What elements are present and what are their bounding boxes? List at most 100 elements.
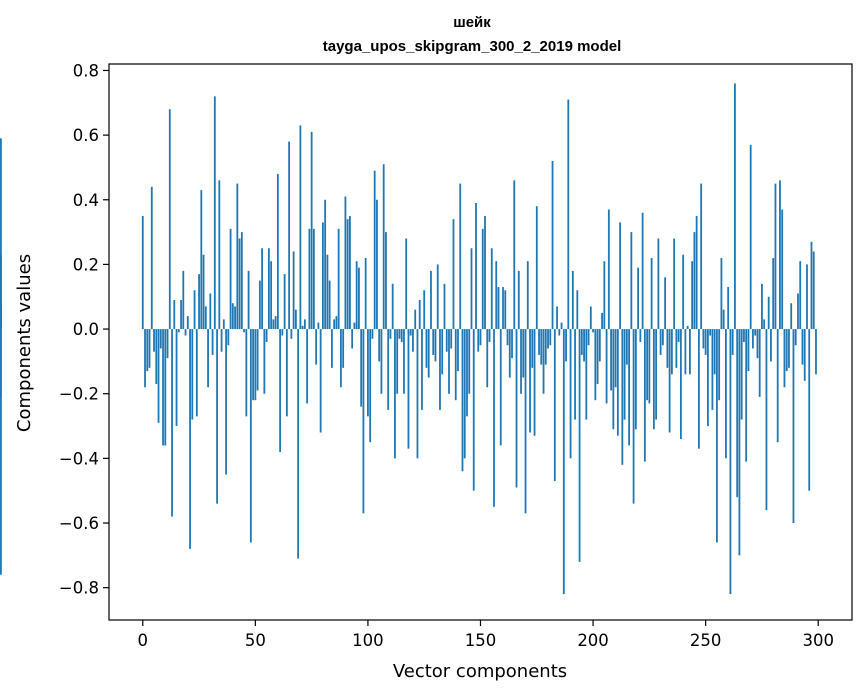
bar-114 xyxy=(398,329,401,339)
bar-242 xyxy=(686,325,689,330)
bar-251 xyxy=(707,329,709,427)
bar-192 xyxy=(574,329,576,420)
bar-296 xyxy=(808,329,811,491)
bar-39 xyxy=(229,228,232,330)
bar-40 xyxy=(231,303,234,330)
bar-199 xyxy=(589,306,592,330)
bar-227 xyxy=(652,329,655,430)
x-axis-ticks: 0 50 100 150 200 250 300 xyxy=(138,620,834,650)
bar-87 xyxy=(337,228,340,330)
bar-0 xyxy=(141,215,144,330)
bar-284 xyxy=(781,209,784,330)
bar-63 xyxy=(283,274,286,330)
bar-33 xyxy=(216,329,218,504)
bar-34 xyxy=(218,180,221,330)
bar-45 xyxy=(243,329,245,333)
y-tick-label-2: −0.4 xyxy=(59,449,99,468)
bar-38 xyxy=(227,329,230,346)
bar-207 xyxy=(607,209,610,330)
x-tick-label-100: 100 xyxy=(352,631,384,650)
bar-289 xyxy=(792,329,795,524)
bar-82 xyxy=(326,254,329,330)
bar-91 xyxy=(346,219,349,330)
bar-130 xyxy=(434,329,437,362)
y-tick-label-3: −0.2 xyxy=(59,385,99,404)
bar-52 xyxy=(258,280,261,330)
bar-213 xyxy=(621,329,624,465)
bar-175 xyxy=(535,206,538,330)
bar-159 xyxy=(499,329,502,446)
bar-55 xyxy=(265,329,268,342)
bar-32 xyxy=(213,96,216,330)
bar-196 xyxy=(583,329,585,362)
bar-236 xyxy=(673,238,676,330)
y-tick-label-5: 0.2 xyxy=(73,255,99,274)
bar-31 xyxy=(211,329,214,355)
bar-83 xyxy=(328,280,331,330)
bar-162 xyxy=(506,329,509,346)
bar-293 xyxy=(801,329,804,365)
bar-146 xyxy=(470,248,473,330)
chart-subtitle: tayga_upos_skipgram_300_2_2019 model xyxy=(323,38,622,55)
bar-94 xyxy=(353,322,356,330)
bar-15 xyxy=(175,329,178,427)
bar-165 xyxy=(513,180,516,330)
bar-124 xyxy=(421,329,423,410)
bar-7 xyxy=(157,329,160,423)
bar-123 xyxy=(418,299,421,330)
bar-203 xyxy=(598,329,601,362)
bar-244 xyxy=(691,261,694,330)
bar-122 xyxy=(416,329,419,459)
bar-252 xyxy=(709,329,712,336)
bar-17 xyxy=(180,299,182,330)
bar-43 xyxy=(238,238,241,330)
bar-110 xyxy=(389,329,392,339)
bar-181 xyxy=(549,329,552,346)
bar-137 xyxy=(450,329,453,349)
bar-180 xyxy=(547,329,549,349)
bar-235 xyxy=(670,329,673,375)
y-tick-label-1: −0.6 xyxy=(59,514,99,533)
bar-240 xyxy=(682,254,685,330)
bar-151 xyxy=(481,228,484,330)
bar-197 xyxy=(585,329,588,420)
plot-area-frame xyxy=(108,63,853,621)
x-tick-label-50: 50 xyxy=(245,631,266,650)
bar-139 xyxy=(454,329,457,401)
bar-62 xyxy=(281,329,284,336)
bar-136 xyxy=(448,329,450,394)
y-tick-label-8: 0.8 xyxy=(73,61,99,80)
x-tick-label-300: 300 xyxy=(802,631,834,650)
bar-161 xyxy=(504,290,507,330)
x-tick-label-0: 0 xyxy=(138,631,149,650)
bar-78 xyxy=(317,322,320,330)
bar-125 xyxy=(423,290,426,330)
bar-74 xyxy=(308,228,311,330)
bar-104 xyxy=(376,199,378,330)
bar-241 xyxy=(684,329,687,375)
bar-35 xyxy=(220,329,223,352)
bar-145 xyxy=(468,329,471,394)
bar-101 xyxy=(369,329,372,443)
bar-86 xyxy=(335,316,338,330)
bar-166 xyxy=(515,329,518,488)
bar-271 xyxy=(752,329,754,349)
bar-57 xyxy=(270,261,273,330)
bar-295 xyxy=(806,264,808,330)
bar-156 xyxy=(493,329,495,507)
bar-141 xyxy=(459,183,462,330)
bar-212 xyxy=(619,222,621,330)
bar-12 xyxy=(168,109,171,330)
bar-109 xyxy=(387,329,390,410)
bar-272 xyxy=(754,329,757,336)
bar-201 xyxy=(594,329,597,401)
bar-59 xyxy=(274,316,277,330)
bar-75 xyxy=(310,131,313,330)
bar-115 xyxy=(400,329,403,342)
bar-127 xyxy=(427,329,430,378)
bar-14 xyxy=(173,299,176,330)
bar-219 xyxy=(634,329,637,430)
bar-258 xyxy=(722,309,725,330)
bar-132 xyxy=(439,329,441,410)
bar-171 xyxy=(526,261,529,330)
